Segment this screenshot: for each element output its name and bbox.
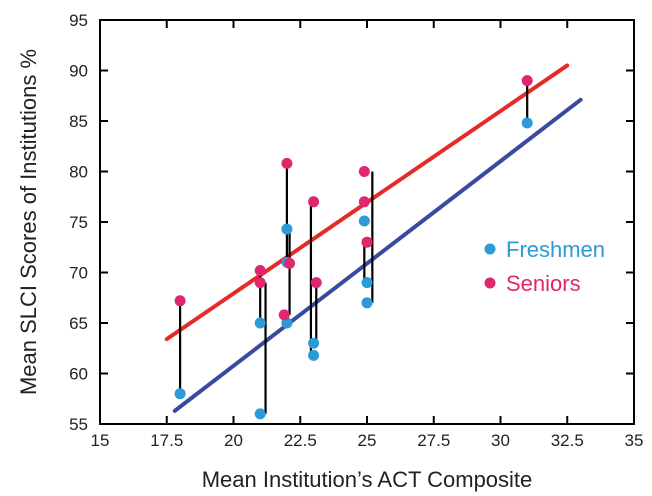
legend-label-seniors: Seniors — [506, 271, 581, 296]
y-tick-label: 95 — [69, 11, 88, 30]
point-seniors — [254, 277, 266, 289]
point-seniors — [521, 75, 533, 87]
point-seniors — [358, 196, 370, 208]
y-tick-label: 80 — [69, 163, 88, 182]
point-seniors — [361, 236, 373, 248]
point-freshmen — [174, 388, 186, 400]
point-freshmen — [281, 223, 293, 235]
point-freshmen — [308, 337, 320, 349]
point-seniors — [308, 196, 320, 208]
y-tick-label: 85 — [69, 112, 88, 131]
x-tick-label: 27.5 — [417, 431, 450, 450]
x-tick-label: 32.5 — [551, 431, 584, 450]
y-tick-label: 90 — [69, 62, 88, 81]
y-tick-label: 65 — [69, 314, 88, 333]
point-seniors — [310, 277, 322, 289]
y-tick-label: 60 — [69, 365, 88, 384]
x-tick-label: 30 — [491, 431, 510, 450]
x-tick-label: 20 — [224, 431, 243, 450]
point-freshmen — [254, 317, 266, 329]
point-seniors — [254, 264, 266, 276]
point-seniors — [278, 309, 290, 321]
tick-labels: 15 17.5 20 22.5 25 27.5 30 32.5 35 55 60 65 70 75 80 85… — [69, 11, 643, 450]
point-freshmen — [308, 349, 320, 361]
point-seniors — [174, 295, 186, 307]
point-freshmen — [361, 297, 373, 309]
point-seniors — [284, 257, 296, 269]
x-tick-label: 15 — [91, 431, 110, 450]
x-tick-label: 22.5 — [284, 431, 317, 450]
point-seniors — [281, 157, 293, 169]
x-tick-label: 17.5 — [150, 431, 183, 450]
y-tick-label: 55 — [69, 415, 88, 434]
x-axis-title: Mean Institution’s ACT Composite — [202, 467, 533, 492]
data-points — [174, 75, 533, 420]
x-tick-label: 35 — [625, 431, 644, 450]
legend: Freshmen Seniors — [484, 237, 605, 296]
legend-label-freshmen: Freshmen — [506, 237, 605, 262]
point-freshmen — [361, 277, 373, 289]
legend-marker-seniors — [484, 277, 496, 289]
trendline-freshmen — [172, 97, 583, 413]
y-tick-label: 70 — [69, 264, 88, 283]
point-freshmen — [358, 215, 370, 227]
y-tick-label: 75 — [69, 213, 88, 232]
x-tick-label: 25 — [358, 431, 377, 450]
y-axis-title: Mean SLCI Scores of Institutions % — [16, 49, 41, 395]
legend-marker-freshmen — [484, 243, 496, 255]
point-seniors — [358, 166, 370, 177]
point-freshmen — [254, 408, 266, 420]
point-freshmen — [521, 117, 533, 129]
